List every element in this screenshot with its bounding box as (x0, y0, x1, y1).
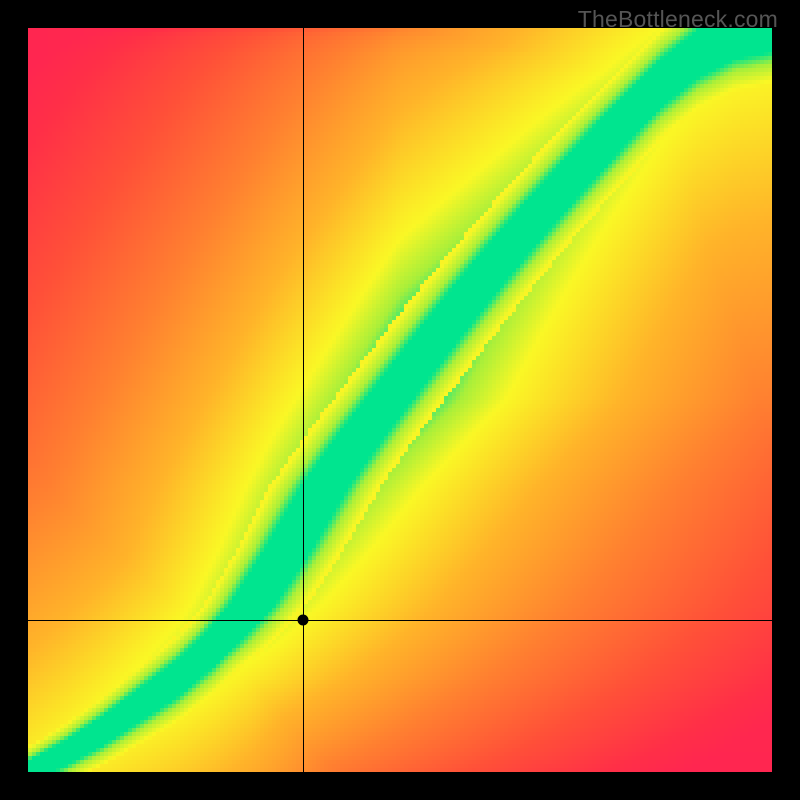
crosshair-marker (298, 615, 309, 626)
plot-area (28, 28, 772, 772)
bottleneck-heatmap (28, 28, 772, 772)
watermark-text: TheBottleneck.com (578, 6, 778, 33)
crosshair-vertical (303, 28, 304, 772)
crosshair-horizontal (28, 620, 772, 621)
chart-container: TheBottleneck.com (0, 0, 800, 800)
